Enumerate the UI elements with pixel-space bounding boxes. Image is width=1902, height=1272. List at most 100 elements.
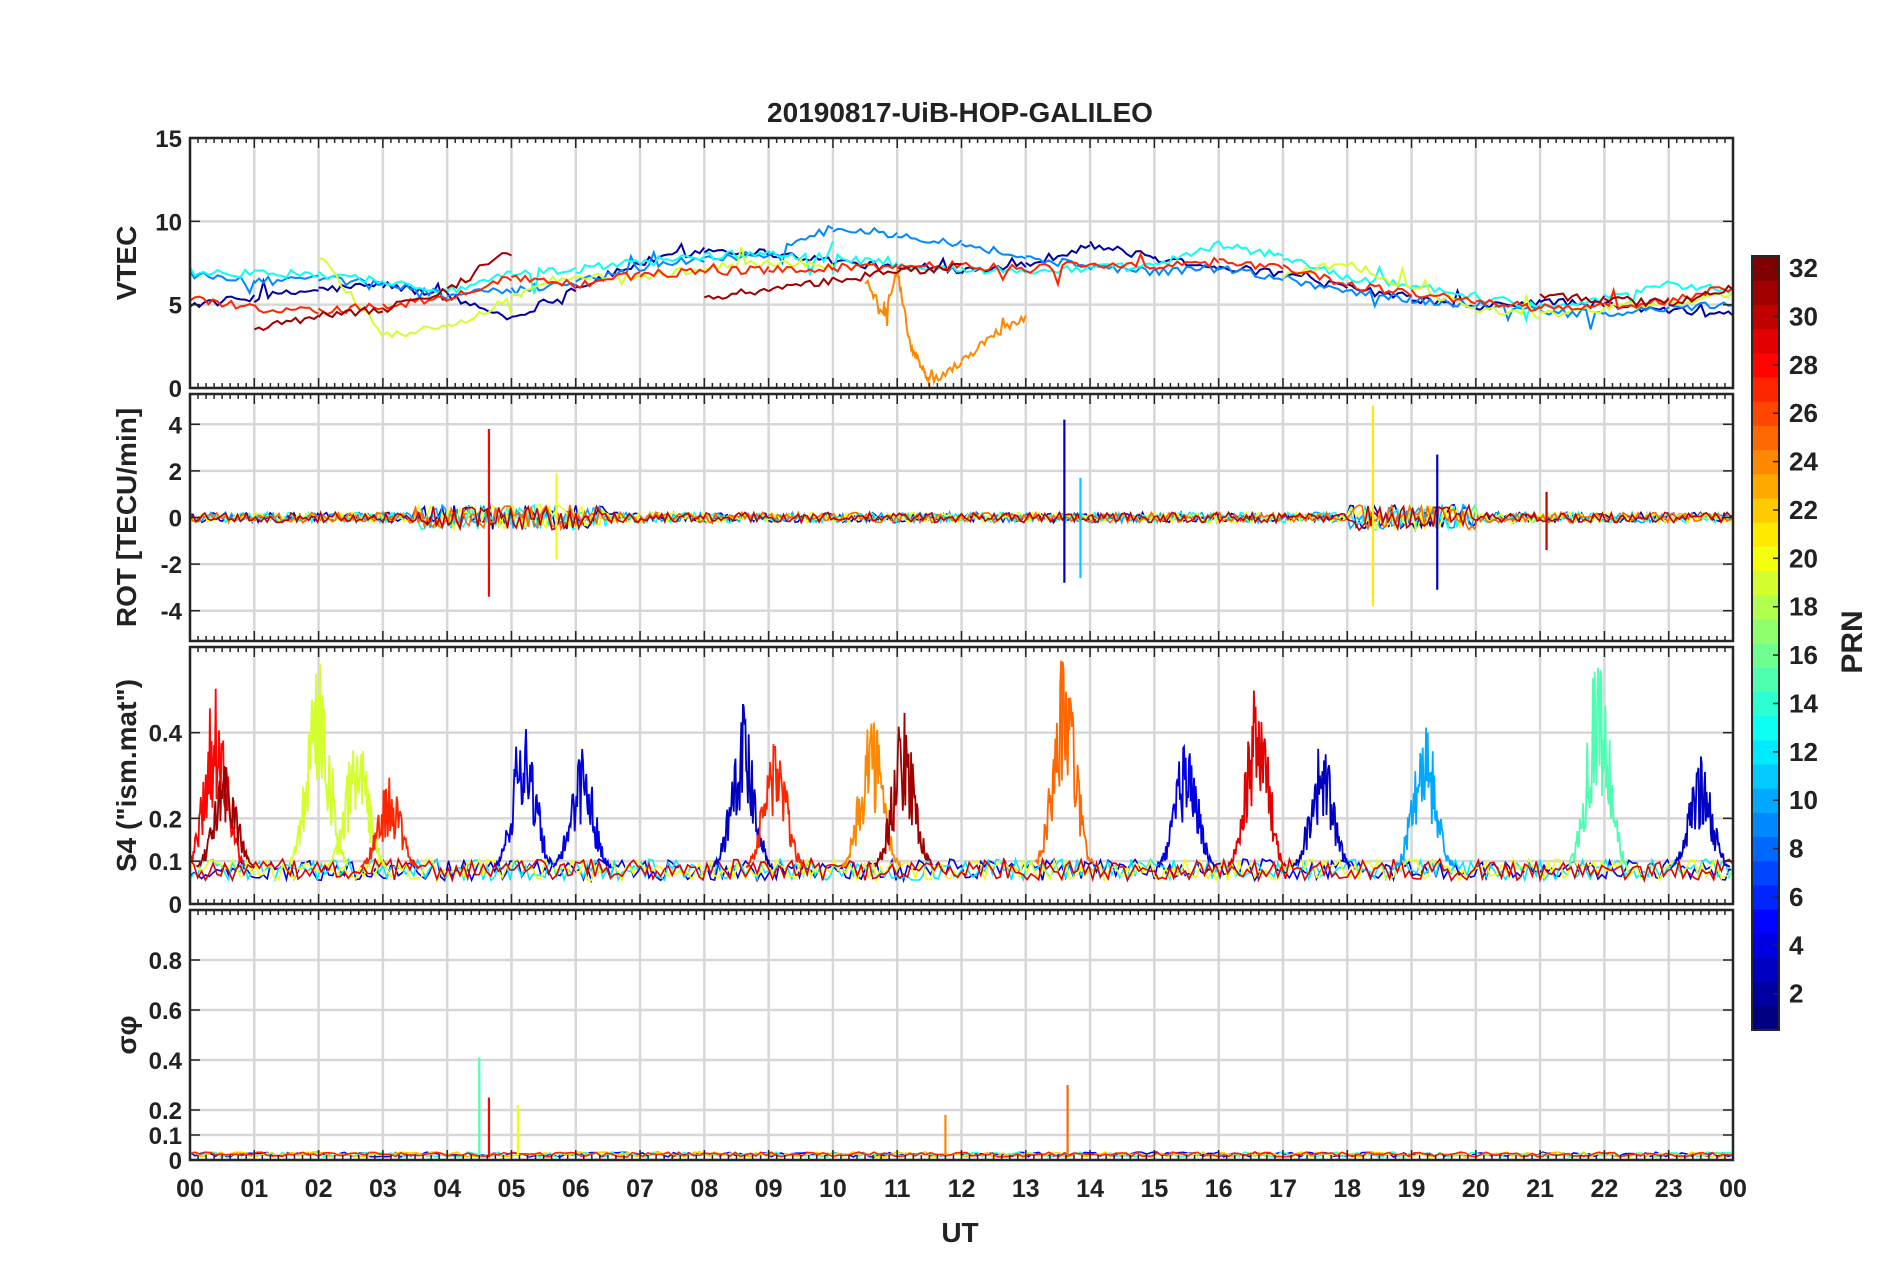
- x-tick-label: 19: [1398, 1175, 1426, 1203]
- x-tick-label: 10: [819, 1175, 847, 1203]
- s4-burst: [552, 748, 612, 869]
- colorbar-swatch: [1752, 280, 1779, 305]
- series-line: [190, 251, 1733, 316]
- colorbar-tick-label: 12: [1789, 737, 1818, 767]
- y-tick-label: 0.1: [149, 1123, 182, 1150]
- colorbar-swatch: [1752, 860, 1779, 886]
- x-tick-label: 17: [1269, 1175, 1297, 1203]
- colorbar-tick-label: 10: [1789, 785, 1818, 815]
- y-axis-label: VTEC: [111, 226, 142, 301]
- y-tick-label: 0.2: [149, 1098, 182, 1125]
- y-tick-label: 0.6: [149, 998, 182, 1025]
- colorbar-tick-label: 4: [1789, 930, 1804, 960]
- colorbar-tick-label: 8: [1789, 834, 1803, 864]
- x-tick-label: 09: [755, 1175, 783, 1203]
- colorbar-swatch: [1752, 618, 1779, 644]
- colorbar-swatch: [1752, 715, 1779, 741]
- colorbar-swatch: [1752, 473, 1779, 499]
- plot-area: [190, 660, 1733, 884]
- colorbar-label: PRN: [1836, 610, 1869, 673]
- series-line: [864, 266, 1027, 387]
- s4-burst: [494, 729, 554, 868]
- x-tick-label: 11: [884, 1175, 911, 1203]
- x-tick-label: 20: [1462, 1175, 1490, 1203]
- colorbar-tick-label: 20: [1789, 543, 1818, 573]
- series-line: [253, 252, 1733, 332]
- x-tick-label: 14: [1076, 1175, 1104, 1203]
- colorbar: 32 30 28 26 24 22 20 18 16 14 12 10 8 6 4 2 PRN: [1751, 253, 1869, 1031]
- colorbar-swatch: [1752, 957, 1779, 983]
- colorbar-tick-label: 14: [1789, 688, 1818, 718]
- colorbar-swatch: [1752, 812, 1779, 838]
- x-tick-label: 00: [1719, 1175, 1747, 1203]
- panel-vtec: 0 5 10 15 VTEC: [111, 126, 1735, 403]
- y-tick-label: -2: [161, 552, 182, 579]
- x-tick-label: 05: [498, 1175, 526, 1203]
- x-tick-label: 03: [369, 1175, 397, 1203]
- s4-burst: [1034, 660, 1095, 866]
- colorbar-tick-label: 24: [1789, 447, 1818, 477]
- x-tick-label: 06: [562, 1175, 590, 1203]
- s4-burst: [327, 750, 387, 869]
- series-line: [190, 857, 1733, 884]
- colorbar-tick-label: 2: [1789, 979, 1803, 1009]
- s4-burst: [1394, 727, 1455, 868]
- y-axis-label: S4 ("ism.mat"): [111, 679, 142, 872]
- plot-area: [190, 224, 1733, 387]
- y-tick-label: 0.8: [149, 948, 182, 975]
- y-tick-label: 5: [169, 293, 182, 320]
- y-tick-label: 0: [169, 1148, 182, 1175]
- y-axis-label: ROT [TECU/min]: [111, 408, 142, 627]
- y-tick-label: 10: [155, 209, 182, 236]
- x-tick-label: 07: [626, 1175, 654, 1203]
- y-tick-label: 0.4: [149, 1048, 183, 1075]
- x-tick-label: 04: [433, 1175, 461, 1203]
- colorbar-tick-label: 22: [1789, 495, 1818, 525]
- s4-burst: [1227, 690, 1287, 868]
- s4-burst: [713, 703, 773, 868]
- colorbar-tick-label: 26: [1789, 398, 1818, 428]
- colorbar-swatch: [1752, 376, 1779, 402]
- y-tick-label: 4: [169, 412, 183, 439]
- colorbar-swatch: [1752, 570, 1779, 596]
- x-axis-label: UT: [941, 1217, 978, 1248]
- colorbar-tick-label: 18: [1789, 592, 1818, 622]
- colorbar-tick-label: 16: [1789, 640, 1818, 670]
- s4-burst: [1568, 667, 1628, 867]
- y-axis-label: σφ: [111, 1015, 142, 1054]
- y-tick-label: 0: [169, 506, 182, 533]
- colorbar-swatch: [1752, 522, 1779, 547]
- colorbar-swatch: [1752, 425, 1779, 451]
- panel-rot: -4 -2 0 2 4 ROT [TECU/min]: [111, 392, 1735, 643]
- x-tick-label: 01: [240, 1175, 268, 1203]
- x-tick-label: 16: [1205, 1175, 1233, 1203]
- colorbar-swatch: [1752, 667, 1779, 692]
- series-line: [190, 240, 1733, 321]
- s4-burst: [359, 777, 419, 870]
- chart-title: 20190817-UiB-HOP-GALILEO: [767, 97, 1153, 128]
- x-tick-label: 18: [1333, 1175, 1361, 1203]
- y-tick-label: -4: [161, 599, 183, 626]
- series-line: [190, 240, 1733, 324]
- plot-area: [190, 405, 1733, 607]
- series-line: [190, 503, 1733, 532]
- s4-burst: [1671, 756, 1731, 868]
- x-tick-label: 12: [948, 1175, 976, 1203]
- colorbar-tick-label: 6: [1789, 882, 1803, 912]
- x-tick-label: 02: [305, 1175, 333, 1203]
- s4-burst: [841, 722, 902, 868]
- series-line: [190, 856, 1733, 884]
- series-line: [190, 503, 1733, 532]
- x-axis: 00 01 02 03 04 05 06 07 08 09 10 11 12 13 14 15 16 17 18 19…: [176, 1175, 1747, 1203]
- y-tick-label: 0: [169, 892, 182, 919]
- s4-burst: [196, 766, 256, 870]
- y-tick-label: 15: [155, 126, 182, 153]
- x-tick-label: 21: [1526, 1175, 1554, 1203]
- s4-burst: [1292, 748, 1352, 871]
- series-line: [190, 224, 1733, 330]
- panel-s4: 0 0.1 0.2 0.4 S4 ("ism.mat"): [111, 645, 1735, 919]
- colorbar-swatch: [1752, 328, 1779, 354]
- s4-burst: [1157, 743, 1216, 868]
- s4-burst: [874, 712, 934, 868]
